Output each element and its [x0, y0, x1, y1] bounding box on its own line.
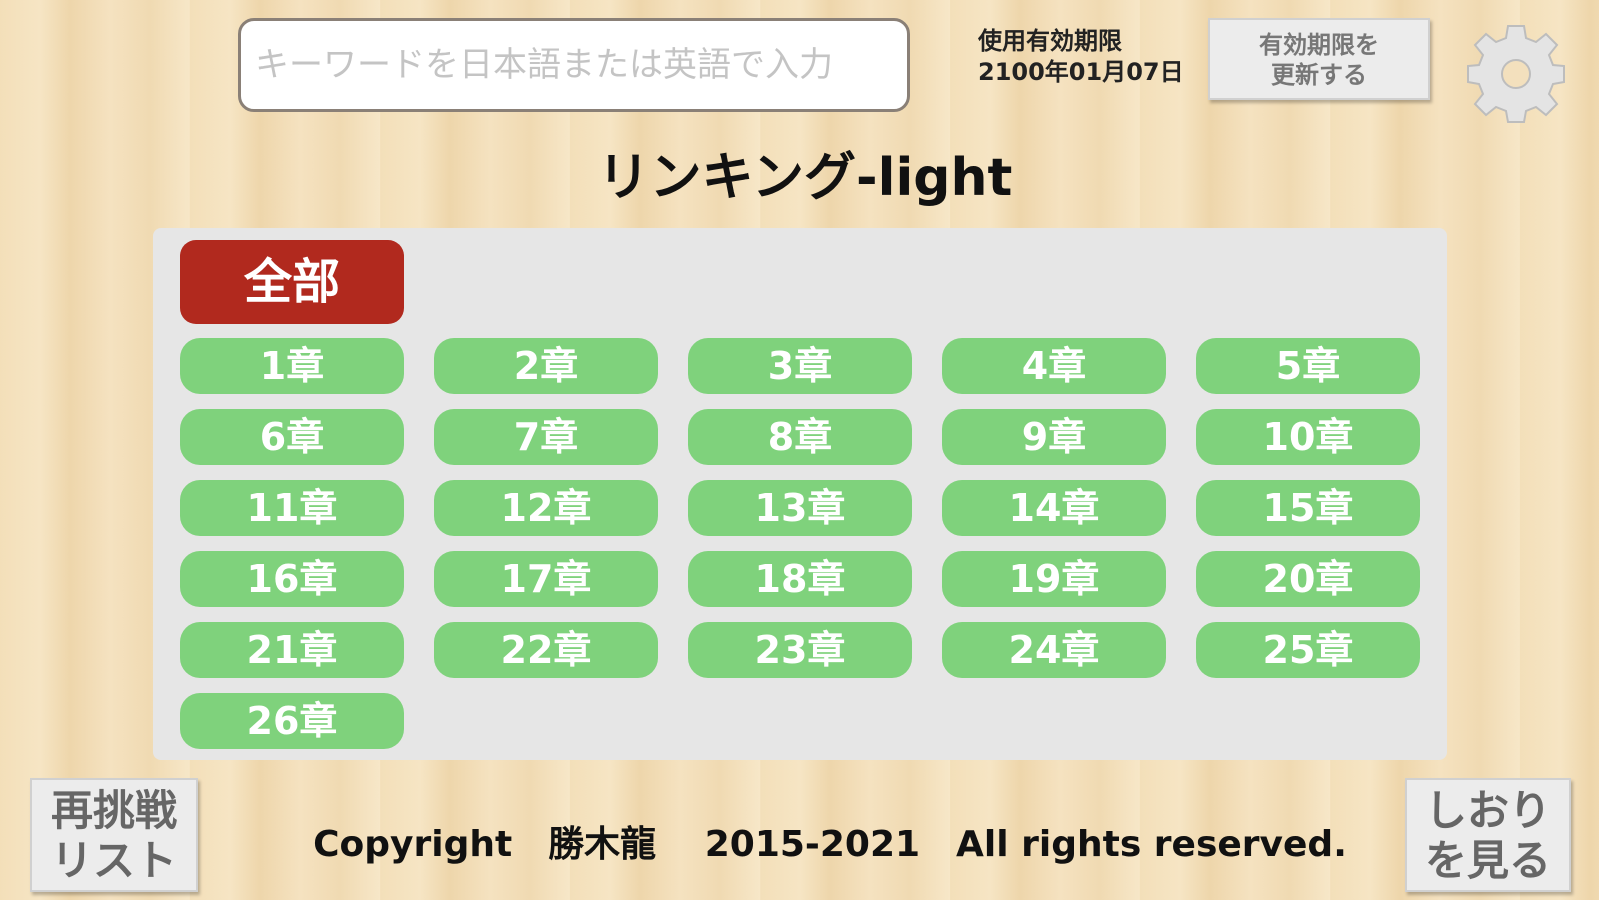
chapter-button[interactable]: 4章 — [942, 338, 1166, 394]
retry-line: リスト — [50, 836, 177, 885]
expiry-info: 使用有効期限 2100年01月07日 — [978, 26, 1184, 88]
expiry-date: 2100年01月07日 — [978, 58, 1184, 86]
renew-line: 有効期限を — [1259, 31, 1379, 59]
chapter-button[interactable]: 18章 — [688, 551, 912, 607]
app-title: リンキング-light — [597, 148, 1013, 208]
chapter-button[interactable]: 20章 — [1196, 551, 1420, 607]
chapter-button[interactable]: 7章 — [434, 409, 658, 465]
chapter-button[interactable]: 22章 — [434, 622, 658, 678]
retry-line: 再挑戦 — [50, 786, 177, 835]
renew-line: 更新する — [1271, 61, 1367, 89]
chapter-button[interactable]: 5章 — [1196, 338, 1420, 394]
chapter-button[interactable]: 24章 — [942, 622, 1166, 678]
chapter-button[interactable]: 10章 — [1196, 409, 1420, 465]
settings-gear[interactable] — [1462, 20, 1570, 128]
chapter-button[interactable]: 8章 — [688, 409, 912, 465]
copyright: Copyright 勝木龍 2015-2021 All rights reser… — [313, 824, 1347, 865]
chapter-button[interactable]: 16章 — [180, 551, 404, 607]
chapter-button[interactable]: 26章 — [180, 693, 404, 749]
renew-button[interactable]: 有効期限を 更新する — [1208, 18, 1430, 100]
expiry-label: 使用有効期限 — [978, 27, 1122, 55]
chapter-button[interactable]: 1章 — [180, 338, 404, 394]
bookmark-button[interactable]: しおり を見る — [1405, 778, 1571, 892]
all-button[interactable]: 全部 — [180, 240, 404, 324]
retry-list-button[interactable]: 再挑戦 リスト — [30, 778, 198, 892]
chapter-button[interactable]: 25章 — [1196, 622, 1420, 678]
chapter-button[interactable]: 19章 — [942, 551, 1166, 607]
chapter-button[interactable]: 9章 — [942, 409, 1166, 465]
search-input[interactable]: キーワードを日本語または英語で入力 — [238, 18, 910, 112]
chapter-button[interactable]: 21章 — [180, 622, 404, 678]
chapter-button[interactable]: 2章 — [434, 338, 658, 394]
chapter-button[interactable]: 13章 — [688, 480, 912, 536]
bookmark-line: を見る — [1424, 836, 1551, 885]
chapter-button[interactable]: 23章 — [688, 622, 912, 678]
chapter-button[interactable]: 12章 — [434, 480, 658, 536]
chapter-button[interactable]: 11章 — [180, 480, 404, 536]
bookmark-line: しおり — [1424, 786, 1551, 835]
chapter-button[interactable]: 17章 — [434, 551, 658, 607]
chapter-button[interactable]: 15章 — [1196, 480, 1420, 536]
chapter-button[interactable]: 14章 — [942, 480, 1166, 536]
chapter-button[interactable]: 3章 — [688, 338, 912, 394]
chapter-button[interactable]: 6章 — [180, 409, 404, 465]
